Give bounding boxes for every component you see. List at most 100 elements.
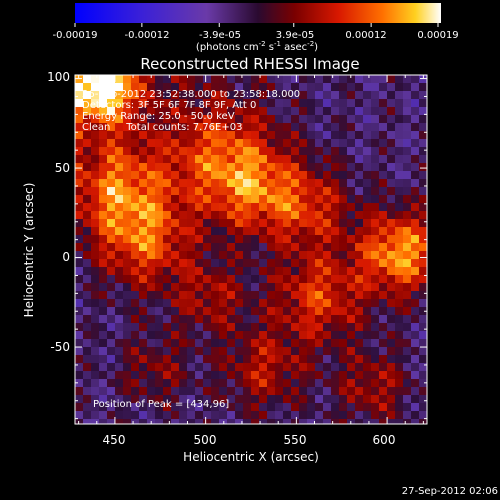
heatmap-cell [187, 395, 196, 404]
heatmap-cell [99, 91, 108, 100]
heatmap-cell [283, 371, 292, 380]
heatmap-cell [307, 395, 316, 404]
heatmap-cell [347, 219, 356, 228]
heatmap-cell [139, 163, 148, 172]
x-tick-label: 550 [284, 433, 307, 447]
heatmap-cell [195, 275, 204, 284]
heatmap-cell [147, 83, 156, 92]
heatmap-cell [147, 331, 156, 340]
heatmap-cell [139, 387, 148, 396]
heatmap-cell [75, 363, 84, 372]
heatmap-cell [387, 187, 396, 196]
heatmap-cell [419, 179, 427, 188]
heatmap-cell [243, 275, 252, 284]
heatmap-cell [195, 315, 204, 324]
heatmap-cell [291, 171, 300, 180]
heatmap-cell [275, 155, 284, 164]
heatmap-cell [299, 299, 308, 308]
heatmap-cell [115, 83, 124, 92]
heatmap-cell [75, 99, 84, 108]
heatmap-cell [371, 219, 380, 228]
heatmap-cell [387, 147, 396, 156]
heatmap-cell [227, 107, 236, 116]
heatmap-cell [291, 323, 300, 332]
heatmap-cell [323, 363, 332, 372]
heatmap-cell [347, 99, 356, 108]
heatmap-cell [419, 403, 427, 412]
heatmap-cell [235, 259, 244, 268]
heatmap-cell [163, 387, 172, 396]
heatmap-cell [355, 91, 364, 100]
heatmap-cell [83, 155, 92, 164]
heatmap-cell [107, 267, 116, 276]
heatmap-cell [187, 99, 196, 108]
heatmap-cell [75, 283, 84, 292]
heatmap-cell [291, 403, 300, 412]
heatmap-cell [155, 195, 164, 204]
heatmap-cell [107, 259, 116, 268]
heatmap-cell [403, 251, 412, 260]
heatmap-cell [259, 179, 268, 188]
heatmap-cell [75, 211, 84, 220]
heatmap-cell [251, 195, 260, 204]
heatmap-cell [131, 227, 140, 236]
colorbar-tick-label: -0.00012 [125, 30, 170, 41]
heatmap-cell [323, 155, 332, 164]
heatmap-cell [283, 419, 292, 424]
heatmap-cell [75, 307, 84, 316]
heatmap-cell [283, 347, 292, 356]
heatmap-cell [147, 107, 156, 116]
heatmap-cell [83, 83, 92, 92]
heatmap-cell [227, 251, 236, 260]
heatmap-cell [75, 147, 84, 156]
heatmap-cell [203, 211, 212, 220]
heatmap-cell [323, 211, 332, 220]
heatmap-cell [235, 419, 244, 424]
heatmap-cell [411, 331, 420, 340]
heatmap-cell [115, 371, 124, 380]
heatmap-cell [163, 83, 172, 92]
heatmap-cell [403, 243, 412, 252]
heatmap-cell [259, 91, 268, 100]
heatmap-cell [75, 355, 84, 364]
heatmap-cell [339, 107, 348, 116]
heatmap-cell [267, 91, 276, 100]
heatmap-cell [171, 91, 180, 100]
heatmap-cell [131, 395, 140, 404]
heatmap-cell [91, 211, 100, 220]
heatmap-cell [75, 227, 84, 236]
heatmap-cell [387, 379, 396, 388]
heatmap-cell [395, 267, 404, 276]
heatmap-cell [75, 299, 84, 308]
heatmap-cell [171, 251, 180, 260]
heatmap-cell [163, 99, 172, 108]
heatmap-cell [75, 219, 84, 228]
heatmap-cell [259, 403, 268, 412]
heatmap-cell [91, 315, 100, 324]
heatmap-cell [379, 91, 388, 100]
heatmap-cell [219, 411, 228, 420]
heatmap-cell [387, 339, 396, 348]
heatmap-cell [195, 187, 204, 196]
heatmap-cell [235, 83, 244, 92]
heatmap-cell [339, 187, 348, 196]
heatmap-cell [243, 299, 252, 308]
heatmap-cell [363, 123, 372, 132]
heatmap-cell [123, 235, 132, 244]
heatmap-cell [379, 323, 388, 332]
heatmap-cell [163, 419, 172, 424]
heatmap-cell [195, 347, 204, 356]
heatmap-cell [139, 347, 148, 356]
heatmap-cell [107, 387, 116, 396]
heatmap-cell [219, 387, 228, 396]
heatmap-cell [99, 283, 108, 292]
heatmap-cell [203, 147, 212, 156]
heatmap-cell [395, 371, 404, 380]
heatmap-cell [323, 251, 332, 260]
heatmap-cell [123, 195, 132, 204]
heatmap-cell [83, 171, 92, 180]
heatmap-cell [195, 155, 204, 164]
heatmap-cell [99, 395, 108, 404]
heatmap-cell [259, 131, 268, 140]
heatmap-cell [211, 83, 220, 92]
